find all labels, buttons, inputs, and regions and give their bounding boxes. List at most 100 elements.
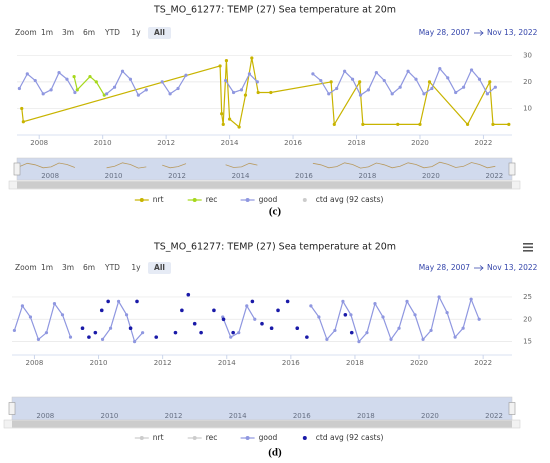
data-point <box>87 335 91 339</box>
scrollbar-thumb[interactable] <box>17 181 512 189</box>
data-point <box>224 59 229 63</box>
data-point <box>305 335 309 339</box>
y-tick-label: 20 <box>523 315 532 323</box>
zoom-button[interactable]: 3m <box>62 28 74 37</box>
legend-label[interactable]: rec <box>206 195 218 204</box>
data-point <box>116 299 121 303</box>
data-point <box>422 92 426 96</box>
data-point <box>21 120 25 124</box>
data-point <box>94 80 98 84</box>
zoom-button[interactable]: YTD <box>104 263 120 272</box>
chart-title: TS_MO_61277: TEMP (27) Sea temperature a… <box>153 5 396 16</box>
data-point <box>192 321 197 326</box>
navigator-tick-label: 2016 <box>295 172 313 180</box>
data-point <box>390 92 394 96</box>
legend-symbol <box>139 198 144 202</box>
data-point <box>160 80 164 84</box>
data-point <box>477 77 482 81</box>
y-tick-label: 30 <box>523 51 532 59</box>
x-tick-label: 2012 <box>157 139 175 147</box>
navigator-tick-label: 2022 <box>485 172 503 180</box>
zoom-button[interactable]: 1y <box>131 28 141 37</box>
data-point <box>389 337 393 341</box>
data-point <box>44 331 49 335</box>
zoom-button[interactable]: YTD <box>104 28 120 37</box>
zoom-button[interactable]: All <box>154 28 165 37</box>
zoom-button[interactable]: 1m <box>41 28 53 37</box>
data-point <box>454 90 458 95</box>
data-point <box>68 335 73 339</box>
data-point <box>488 80 492 84</box>
legend-label[interactable]: ctd avg (92 casts) <box>316 433 384 442</box>
zoom-button[interactable]: 6m <box>83 263 95 272</box>
legend-label[interactable]: ctd avg (92 casts) <box>316 195 384 204</box>
data-point <box>398 85 402 89</box>
data-point <box>317 315 321 319</box>
zoom-button[interactable]: 1y <box>131 263 141 272</box>
data-point <box>469 297 473 301</box>
zoom-button[interactable]: All <box>154 263 165 272</box>
series-line <box>13 295 480 343</box>
navigator-tick-label: 2020 <box>422 172 440 180</box>
data-point <box>112 85 117 89</box>
navigator-tick-label: 2008 <box>41 172 59 180</box>
data-point <box>311 72 315 76</box>
legend-label[interactable]: rec <box>206 433 218 442</box>
data-point <box>285 299 290 304</box>
menu-icon[interactable] <box>523 243 533 252</box>
x-tick-label: 2010 <box>90 359 108 367</box>
data-point <box>57 70 61 75</box>
x-tick-label: 2020 <box>411 139 429 147</box>
x-tick-label: 2008 <box>30 139 48 147</box>
data-point <box>418 122 422 126</box>
data-point <box>52 302 57 306</box>
zoom-button-bg <box>148 262 171 274</box>
navigator-handle[interactable] <box>508 402 516 415</box>
data-point <box>75 88 79 92</box>
data-point <box>445 310 449 315</box>
data-point <box>49 88 53 92</box>
data-point <box>250 299 255 304</box>
navigator-tick-label: 2008 <box>36 412 54 420</box>
data-point <box>218 64 222 68</box>
y-tick-label: 25 <box>523 293 532 301</box>
data-point <box>237 331 241 335</box>
date-from: May 28, 2007 <box>419 28 471 37</box>
data-point <box>221 122 225 126</box>
legend-label[interactable]: good <box>259 433 278 442</box>
data-point <box>333 328 337 333</box>
data-point <box>221 317 226 322</box>
data-point <box>427 80 432 84</box>
data-point <box>28 315 33 319</box>
data-point <box>93 330 98 335</box>
zoom-button[interactable]: 3m <box>62 263 74 272</box>
data-point <box>176 86 180 91</box>
zoom-button[interactable]: 6m <box>83 28 95 37</box>
range-arrow <box>474 265 484 271</box>
data-point <box>247 72 252 76</box>
data-point <box>168 92 172 96</box>
data-point <box>173 330 178 335</box>
navigator-handle[interactable] <box>8 402 16 415</box>
zoom-button[interactable]: 1m <box>41 263 53 272</box>
navigator-handle[interactable] <box>13 162 21 176</box>
data-point <box>120 69 125 73</box>
data-point <box>80 326 85 331</box>
data-point <box>33 78 37 83</box>
data-point <box>25 72 29 76</box>
legend-label[interactable]: good <box>259 195 278 204</box>
data-point <box>438 66 442 71</box>
legend-symbol <box>302 436 307 440</box>
data-point <box>276 308 280 313</box>
navigator-tick-label: 2010 <box>105 172 123 180</box>
date-to: Nov 13, 2022 <box>487 28 538 37</box>
legend-symbol <box>245 198 250 202</box>
legend-label[interactable]: nrt <box>153 433 164 442</box>
navigator-tick-label: 2012 <box>168 172 186 180</box>
y-tick-label: 10 <box>523 104 532 112</box>
data-point <box>12 328 17 333</box>
legend-label[interactable]: nrt <box>153 195 164 204</box>
navigator-handle[interactable] <box>508 162 516 176</box>
scrollbar-thumb[interactable] <box>12 420 512 428</box>
